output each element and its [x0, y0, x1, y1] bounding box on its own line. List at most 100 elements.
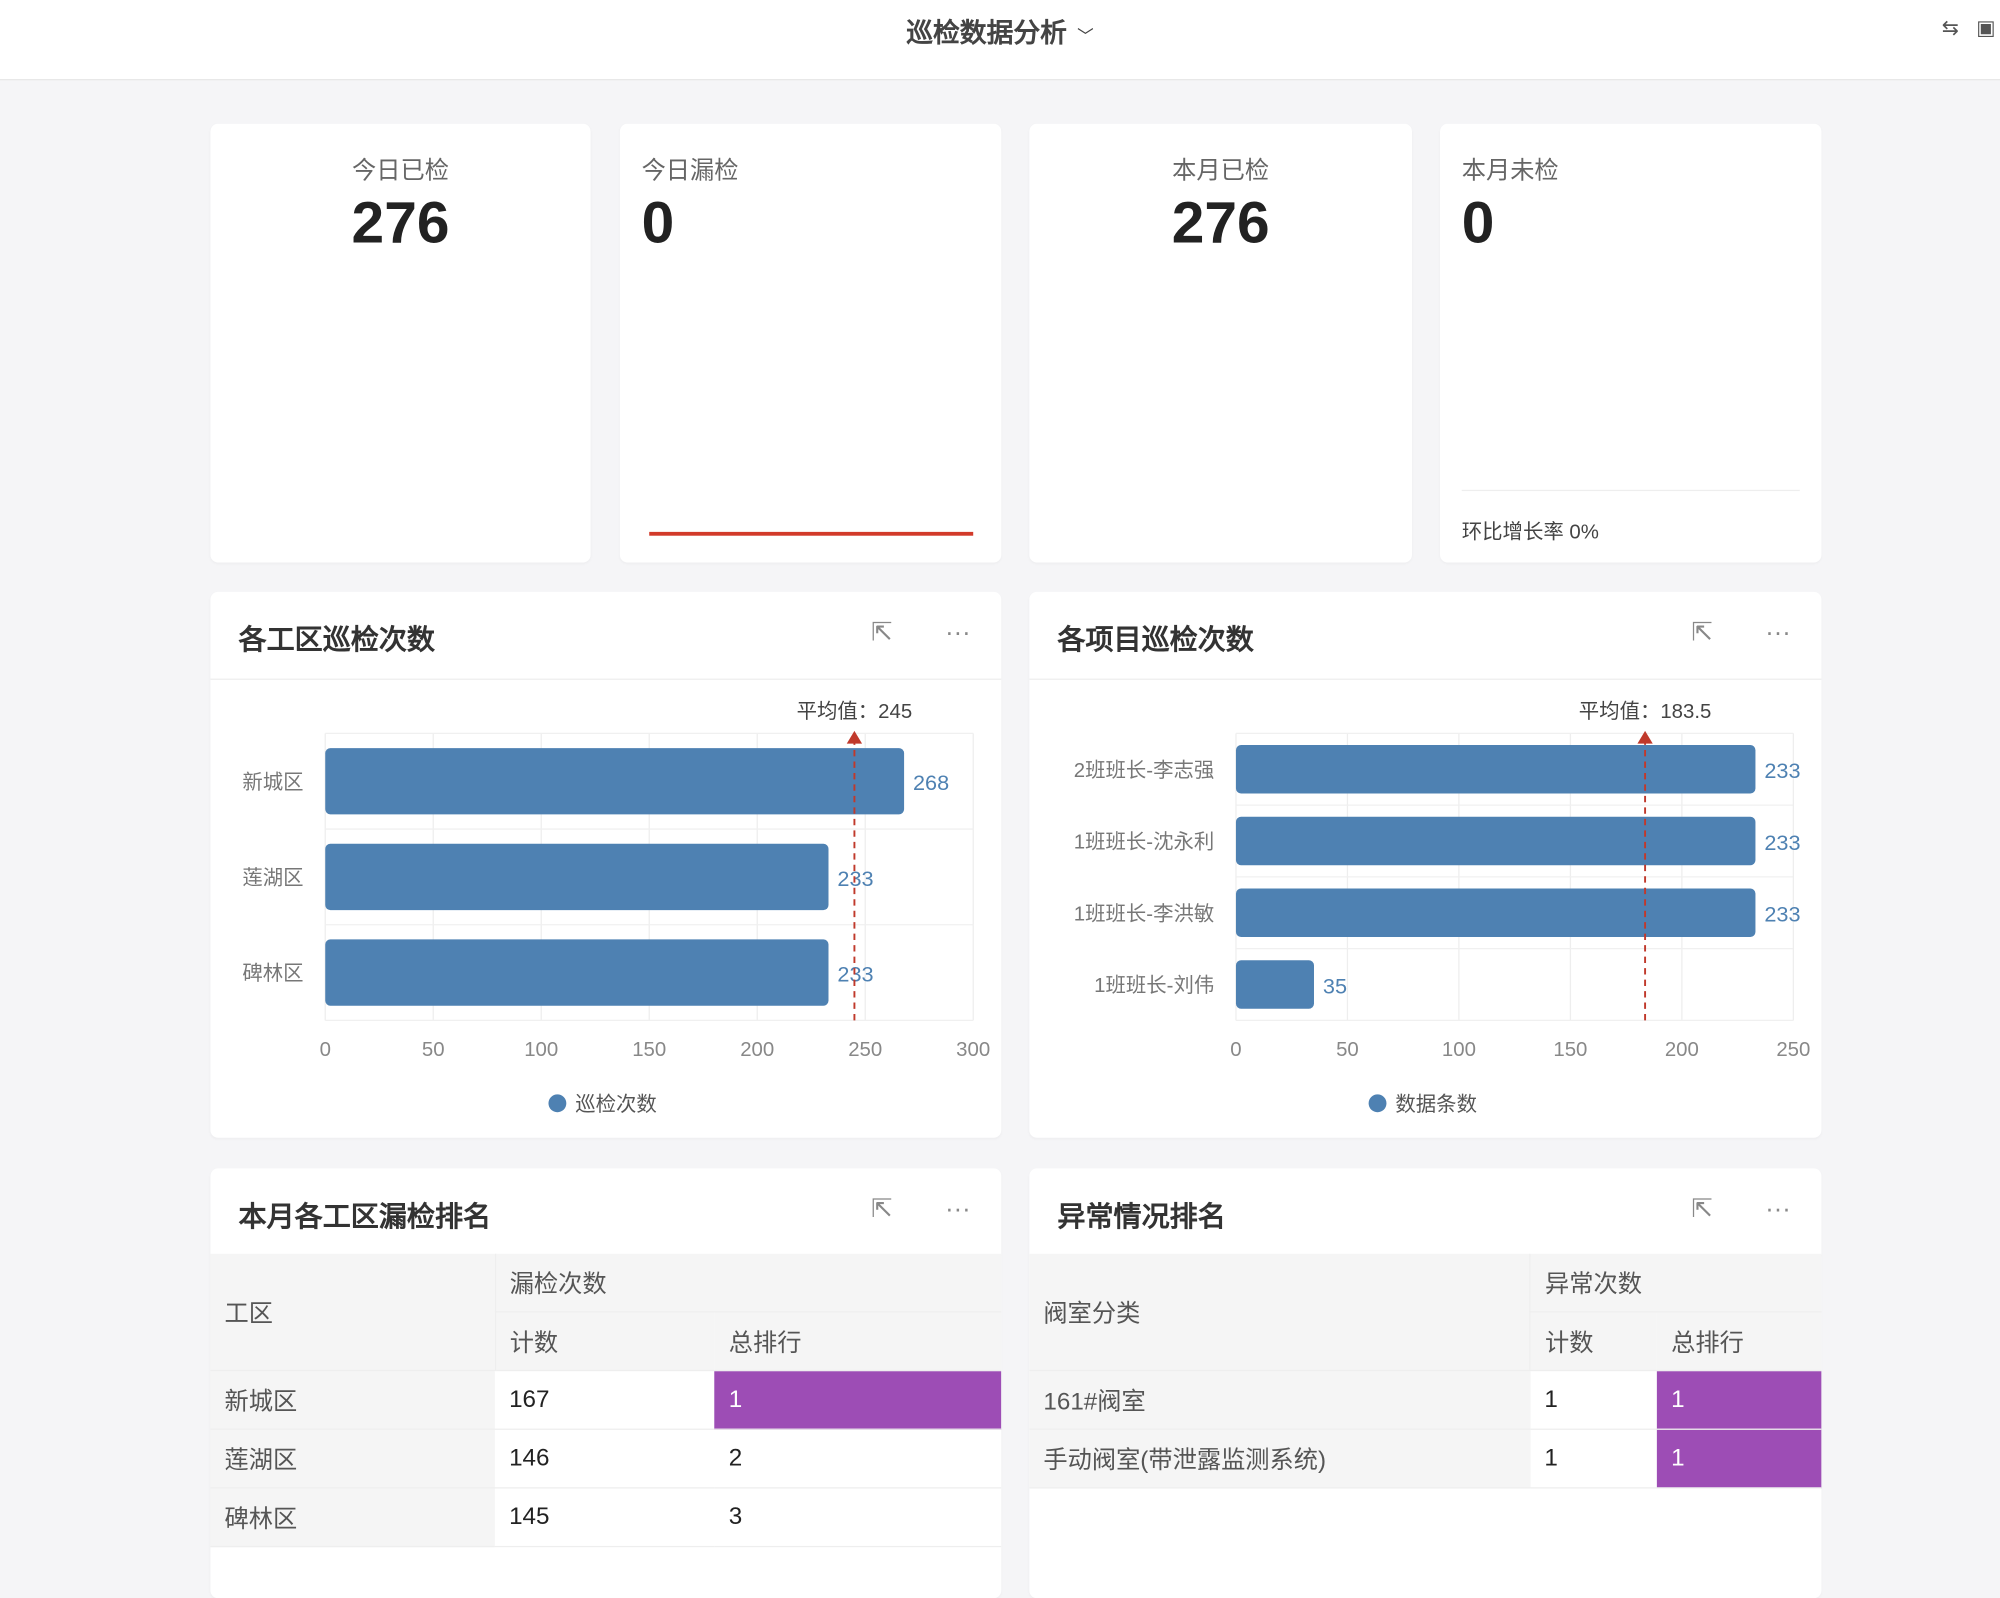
- stat-card-today-checked: 今日已检 276: [210, 123, 591, 563]
- row-label: 新城区: [210, 1370, 496, 1430]
- row-label: 莲湖区: [210, 1429, 496, 1489]
- x-tick-label: 250: [1776, 1039, 1810, 1061]
- table-row[interactable]: 161#阀室 1 1: [1029, 1370, 1822, 1430]
- legend-marker: [1368, 1094, 1387, 1113]
- rank-cell: 1: [714, 1370, 1002, 1430]
- divider: [1461, 489, 1800, 492]
- row-label: 161#阀室: [1029, 1370, 1531, 1430]
- column-group-header: 漏检次数: [494, 1253, 1002, 1313]
- column-header: 总排行: [714, 1311, 1002, 1372]
- rank-cell: 1: [1657, 1370, 1822, 1430]
- y-category-label: 莲湖区: [242, 867, 303, 890]
- bar: [325, 939, 829, 1006]
- table-row[interactable]: 新城区 167 1: [210, 1370, 1002, 1430]
- external-link-icon[interactable]: ⇱: [871, 618, 893, 647]
- table-subheader-row: 计数 总排行: [1029, 1311, 1822, 1372]
- district-bar-chart: 0 50 100 150 200 250 300 新城区 268 莲湖区 233 碑林区 233 平均值：…: [242, 700, 990, 1116]
- x-tick-label: 150: [1553, 1039, 1587, 1061]
- count-cell: 1: [1530, 1429, 1658, 1489]
- column-group-header: 异常次数: [1529, 1253, 1822, 1313]
- legend-marker: [548, 1094, 567, 1113]
- x-tick-label: 50: [422, 1039, 445, 1061]
- bar: [325, 843, 829, 911]
- external-link-icon[interactable]: ⇱: [871, 1195, 893, 1224]
- top-header: 巡检数据分析 ﹀ ⇆ ▣: [0, 0, 2000, 81]
- count-cell: 167: [495, 1370, 715, 1430]
- table-subheader-row: 计数 总排行: [210, 1311, 1002, 1372]
- progress-line: [649, 531, 974, 536]
- stat-label: 今日已检: [352, 158, 449, 185]
- count-cell: 145: [495, 1487, 715, 1548]
- x-tick-label: 100: [1442, 1039, 1476, 1061]
- data-label: 233: [1764, 758, 1800, 783]
- card-title: 本月各工区漏检排名: [238, 1200, 492, 1233]
- y-category-label: 1班班长-李洪敏: [1074, 902, 1214, 925]
- card-header: [1029, 592, 1822, 680]
- data-label: 268: [913, 770, 949, 795]
- column-header: 计数: [494, 1311, 715, 1372]
- x-tick-label: 200: [740, 1039, 774, 1061]
- legend-label: 数据条数: [1395, 1093, 1477, 1116]
- external-link-icon[interactable]: ⇱: [1691, 618, 1713, 647]
- table-row[interactable]: 碑林区 145 3: [210, 1487, 1002, 1548]
- table-header-row: 阀室分类 异常次数: [1029, 1253, 1822, 1372]
- average-arrow-icon: [1637, 730, 1653, 744]
- card-title: 各项目巡检次数: [1057, 623, 1254, 656]
- stat-label: 本月未检: [1461, 158, 1559, 185]
- stat-value: 276: [351, 188, 450, 256]
- growth-rate: 环比增长率 0%: [1461, 521, 1599, 544]
- table-card-missed: 本月各工区漏检排名 ⇱ ··· 工区 漏检次数 计数 总排行 新城区 167 1 莲湖区 146…: [210, 1168, 1002, 1598]
- average-label: 平均值：183.5: [1579, 700, 1712, 723]
- bar: [1235, 816, 1756, 866]
- data-label: 35: [1323, 973, 1347, 998]
- stat-label: 今日漏检: [641, 158, 739, 185]
- y-category-label: 新城区: [242, 771, 303, 794]
- y-category-label: 1班班长-刘伟: [1094, 974, 1214, 997]
- bar: [1235, 960, 1314, 1009]
- stat-label: 本月已检: [1172, 158, 1270, 185]
- column-header: 计数: [1529, 1311, 1658, 1372]
- card-header: [210, 592, 1002, 680]
- table-row[interactable]: 莲湖区 146 2: [210, 1429, 1002, 1489]
- x-tick-label: 0: [320, 1039, 331, 1061]
- x-tick-label: 250: [848, 1039, 882, 1061]
- fullscreen-icon[interactable]: ▣: [1976, 17, 1996, 40]
- x-tick-label: 300: [956, 1039, 990, 1061]
- row-label: 碑林区: [210, 1487, 496, 1548]
- table-row[interactable]: 手动阀室(带泄露监测系统) 1 1: [1029, 1429, 1822, 1489]
- data-label: 233: [1764, 830, 1800, 855]
- average-label: 平均值：245: [797, 700, 913, 723]
- more-icon[interactable]: ···: [945, 618, 971, 647]
- x-tick-label: 50: [1336, 1039, 1359, 1061]
- more-icon[interactable]: ···: [945, 1195, 971, 1224]
- y-category-label: 碑林区: [242, 962, 303, 985]
- column-header: 工区: [210, 1253, 496, 1372]
- stat-value: 0: [1461, 188, 1495, 256]
- x-tick-label: 200: [1665, 1039, 1699, 1061]
- more-icon[interactable]: ···: [1765, 618, 1791, 647]
- bar: [1235, 888, 1756, 938]
- stat-value: 0: [641, 188, 675, 256]
- chevron-down-icon: ﹀: [1077, 26, 1094, 46]
- column-header: 阀室分类: [1029, 1253, 1531, 1372]
- legend-label: 巡检次数: [575, 1093, 657, 1116]
- project-bar-chart: 0 50 100 150 200 250 2班班长-李志强 233 1班班长-沈永利 233 1班班…: [1074, 700, 1811, 1116]
- column-header: 总排行: [1657, 1311, 1822, 1372]
- x-tick-label: 100: [524, 1039, 558, 1061]
- external-link-icon[interactable]: ⇱: [1691, 1195, 1713, 1224]
- count-cell: 146: [495, 1429, 715, 1489]
- stat-card-month-unchecked: 本月未检 0 环比增长率 0%: [1440, 123, 1822, 563]
- stat-value: 276: [1171, 188, 1270, 256]
- chart-card-district: 各工区巡检次数 ⇱ ··· 0 50 100 150 200 250 300 新城区 268 莲湖…: [210, 591, 1002, 1138]
- swap-circle-icon[interactable]: ⇆: [1941, 17, 1959, 40]
- missed-ranking-table: 工区 漏检次数 计数 总排行 新城区 167 1 莲湖区 146 2 碑林区 145 3: [210, 1253, 1002, 1548]
- y-category-label: 2班班长-李志强: [1074, 759, 1214, 782]
- more-icon[interactable]: ···: [1765, 1195, 1791, 1224]
- average-arrow-icon: [846, 730, 863, 744]
- anomaly-ranking-table: 阀室分类 异常次数 计数 总排行 161#阀室 1 1 手动阀室(带泄露监测系统) 1 1: [1029, 1253, 1822, 1489]
- dashboard-title: 巡检数据分析: [906, 19, 1067, 49]
- dashboard-title-dropdown[interactable]: 巡检数据分析 ﹀: [0, 13, 2000, 51]
- table-header-row: 工区 漏检次数: [210, 1253, 1002, 1372]
- row-label: 手动阀室(带泄露监测系统): [1029, 1429, 1531, 1489]
- bar: [325, 748, 905, 815]
